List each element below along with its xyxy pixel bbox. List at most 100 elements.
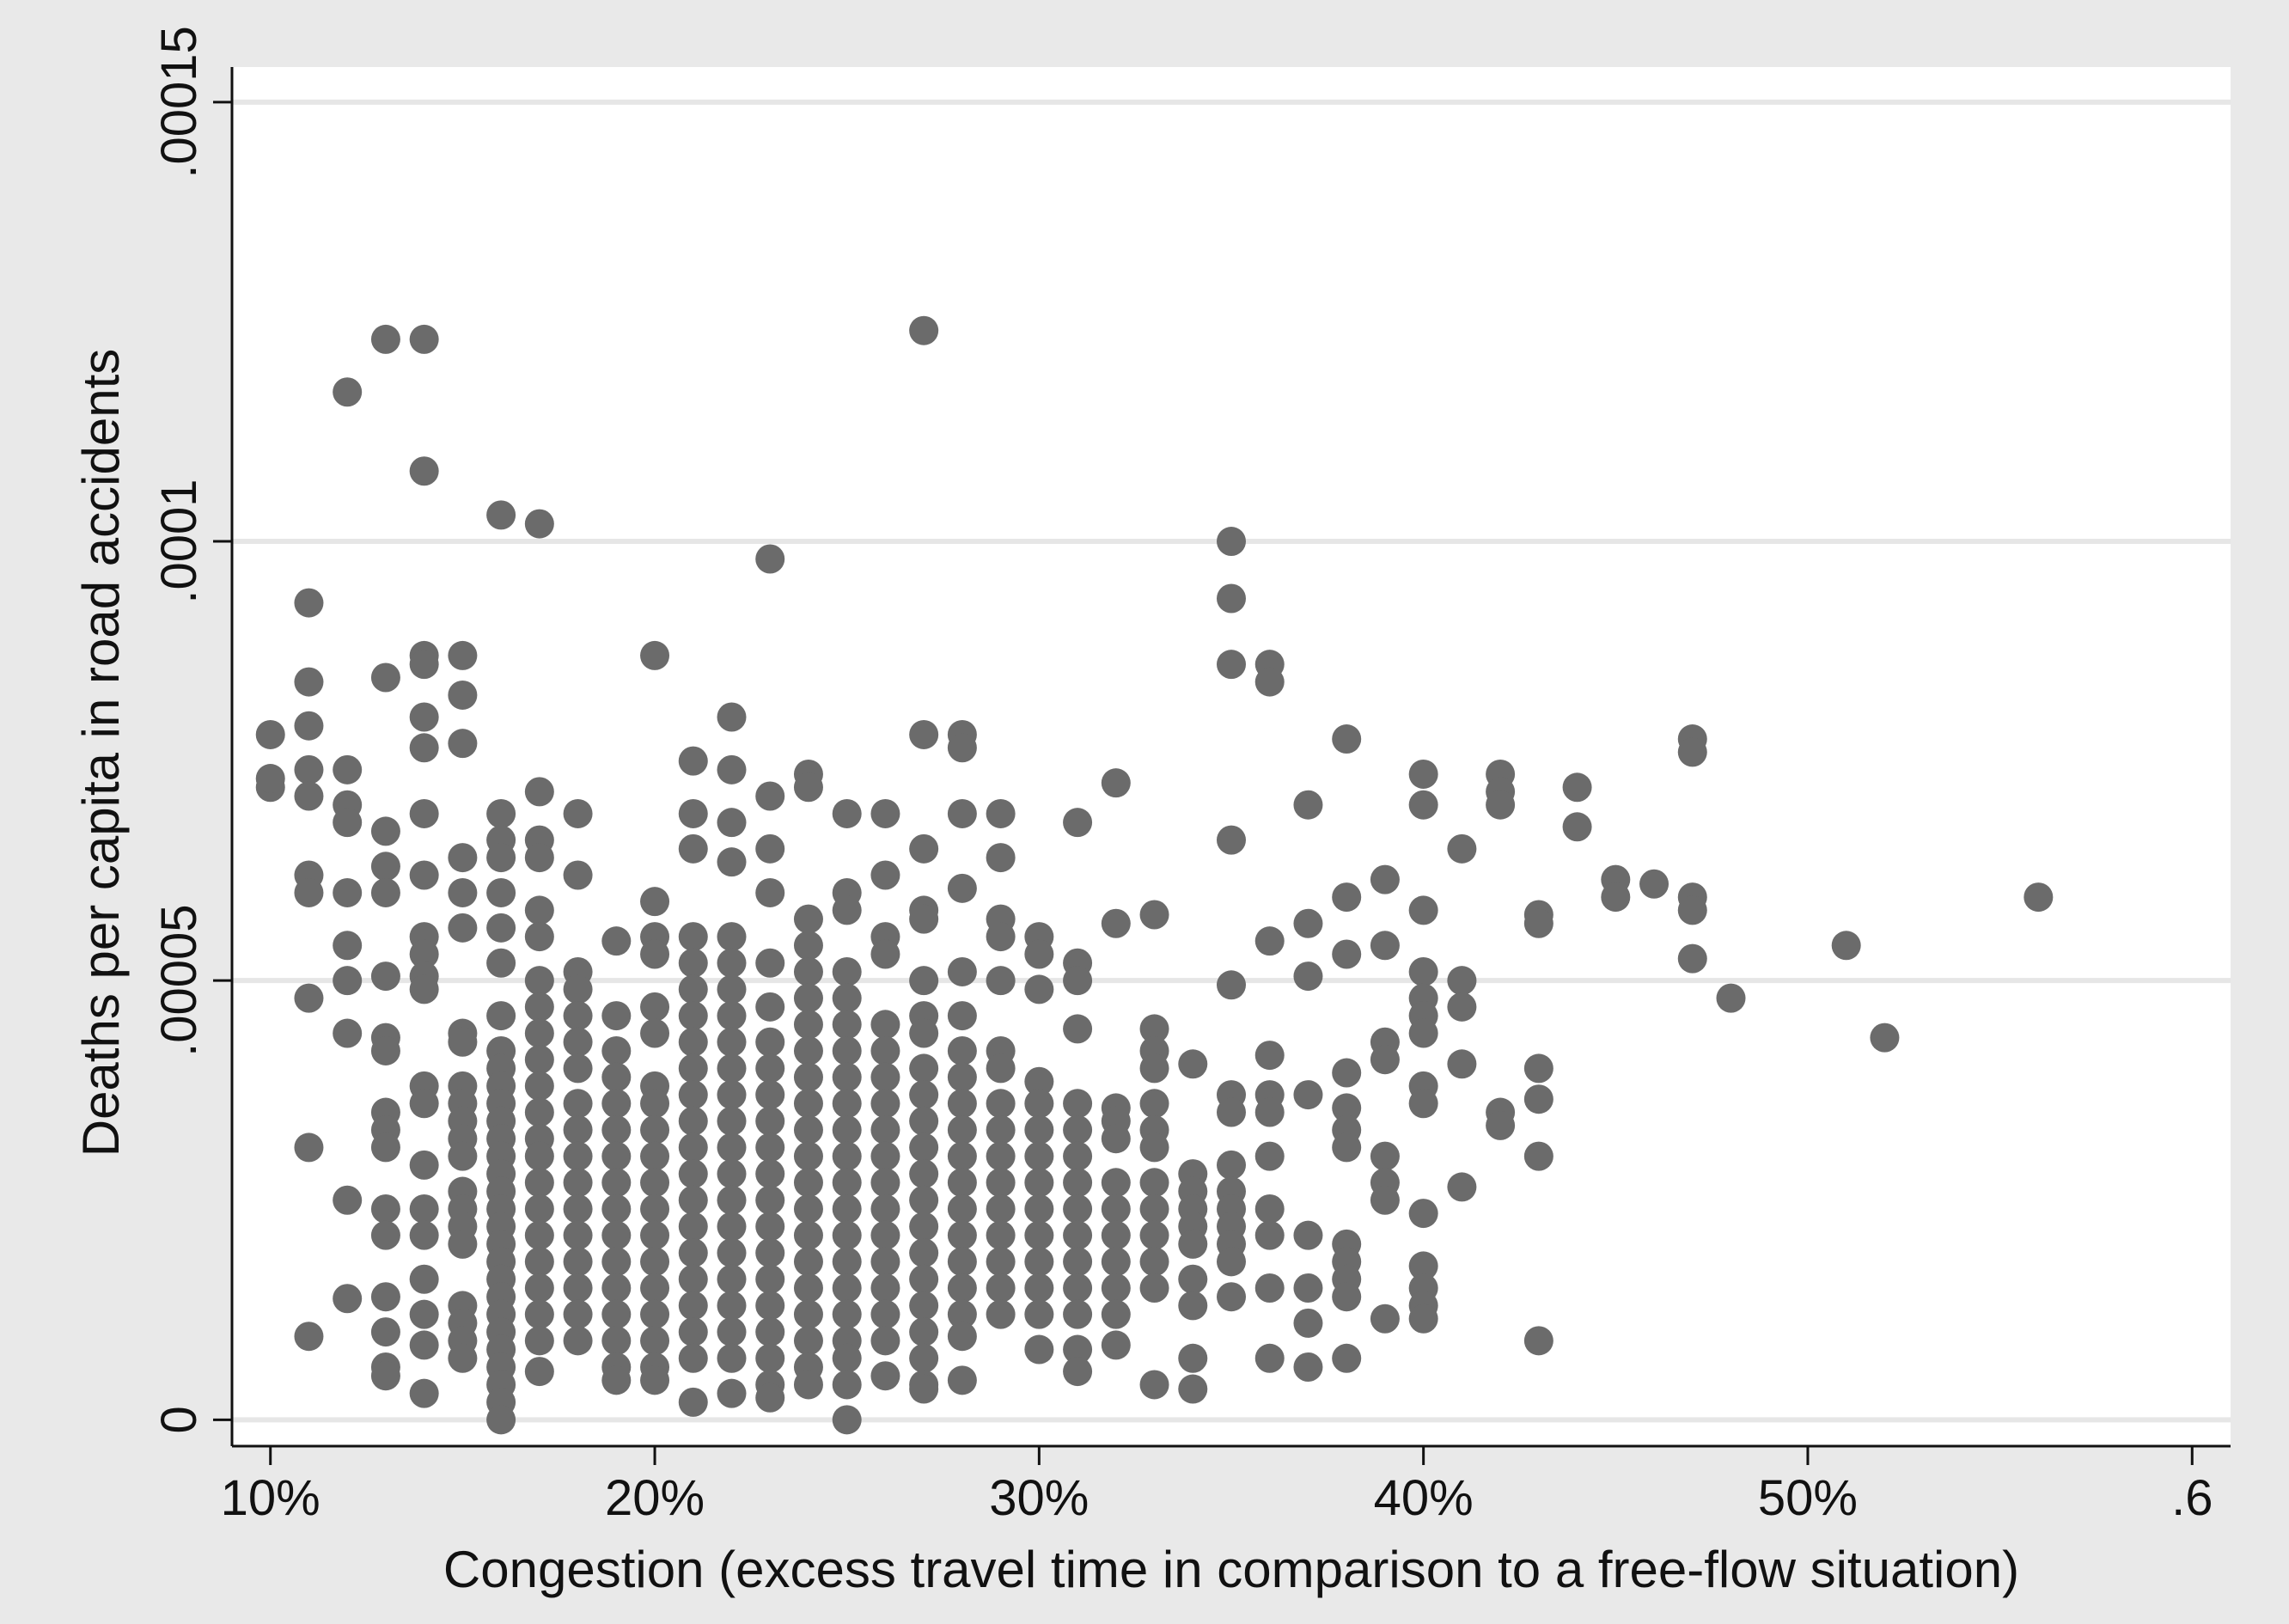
data-point: [1408, 956, 1438, 986]
data-point: [294, 1133, 324, 1163]
x-tick-label: 30%: [989, 1470, 1089, 1526]
data-point: [563, 1194, 593, 1224]
data-point: [486, 843, 516, 873]
data-point: [524, 777, 554, 807]
data-point: [678, 833, 708, 864]
data-point: [832, 1247, 862, 1277]
data-point: [832, 1141, 862, 1171]
data-point: [640, 1365, 670, 1395]
data-point: [1293, 908, 1323, 938]
data-point: [294, 667, 324, 697]
data-point: [909, 1238, 939, 1268]
data-point: [370, 1317, 400, 1347]
data-point: [832, 1220, 862, 1250]
y-tick-label: .00015: [151, 26, 207, 178]
data-point: [1254, 926, 1285, 956]
data-point: [947, 1247, 977, 1277]
data-point: [294, 711, 324, 741]
data-point: [678, 1343, 708, 1373]
data-point: [832, 1299, 862, 1329]
data-point: [563, 798, 593, 828]
data-point: [717, 1291, 747, 1321]
data-point: [370, 662, 400, 693]
x-axis-title: Congestion (excess travel time in compar…: [443, 1541, 2019, 1598]
data-point: [563, 1089, 593, 1119]
data-point: [870, 1168, 900, 1198]
data-point: [717, 974, 747, 1004]
data-point: [1217, 527, 1246, 557]
data-point: [601, 1326, 632, 1356]
data-point: [1370, 1045, 1400, 1075]
data-point: [409, 733, 439, 763]
data-point: [1447, 1049, 1477, 1079]
data-point: [832, 1010, 862, 1040]
y-axis-title: Deaths per capita in road accidents: [72, 349, 130, 1157]
data-point: [294, 1322, 324, 1352]
data-point: [1408, 1199, 1438, 1229]
data-point: [717, 1238, 747, 1268]
data-point: [370, 1133, 400, 1163]
data-point: [1063, 1299, 1093, 1329]
data-point: [947, 873, 977, 903]
data-point: [1677, 943, 1707, 974]
data-point: [870, 1062, 900, 1092]
x-tick-label: 10%: [221, 1470, 320, 1526]
data-point: [1332, 1282, 1362, 1312]
data-point: [1254, 1194, 1285, 1224]
data-point: [563, 1299, 593, 1329]
data-point: [1024, 1168, 1054, 1198]
data-point: [486, 1405, 516, 1435]
data-point: [563, 1141, 593, 1171]
data-point: [1677, 895, 1707, 925]
data-point: [1139, 1194, 1169, 1224]
data-point: [717, 702, 747, 732]
data-point: [717, 1212, 747, 1242]
data-point: [1293, 1220, 1323, 1250]
data-point: [1447, 992, 1477, 1022]
data-point: [909, 1053, 939, 1084]
data-point: [755, 1106, 785, 1136]
axes: [230, 67, 2231, 1448]
data-point: [909, 833, 939, 864]
data-point: [1370, 1303, 1400, 1334]
data-point: [678, 1291, 708, 1321]
data-point: [1024, 1194, 1054, 1224]
data-point: [909, 1080, 939, 1110]
data-point: [486, 500, 516, 530]
data-point: [1217, 825, 1246, 855]
data-point: [640, 939, 670, 969]
data-point: [947, 1035, 977, 1065]
data-point: [601, 1062, 632, 1092]
data-point: [755, 833, 785, 864]
data-point: [678, 746, 708, 776]
data-point: [793, 1062, 823, 1092]
x-tick-label: 20%: [605, 1470, 705, 1526]
data-point: [986, 1168, 1016, 1198]
data-point: [1254, 1220, 1285, 1250]
data-point: [1293, 1352, 1323, 1382]
data-point: [986, 843, 1016, 873]
data-point: [255, 719, 285, 749]
data-point: [370, 852, 400, 882]
data-point: [370, 962, 400, 992]
data-point: [678, 922, 708, 952]
data-point: [909, 1212, 939, 1242]
data-point: [409, 1220, 439, 1250]
data-point: [947, 1220, 977, 1250]
data-point: [717, 922, 747, 952]
data-point: [1332, 1093, 1362, 1123]
data-point: [870, 860, 900, 890]
data-point: [1293, 1273, 1323, 1303]
data-point: [1254, 1141, 1285, 1171]
data-point: [448, 1229, 478, 1259]
data-point: [1639, 869, 1669, 899]
data-point: [755, 877, 785, 907]
data-point: [601, 926, 632, 956]
data-point: [524, 1220, 554, 1250]
data-point: [1523, 908, 1553, 938]
data-point: [640, 1141, 670, 1171]
data-point: [793, 983, 823, 1013]
data-point: [793, 1194, 823, 1224]
data-point: [832, 895, 862, 925]
data-point: [755, 948, 785, 978]
